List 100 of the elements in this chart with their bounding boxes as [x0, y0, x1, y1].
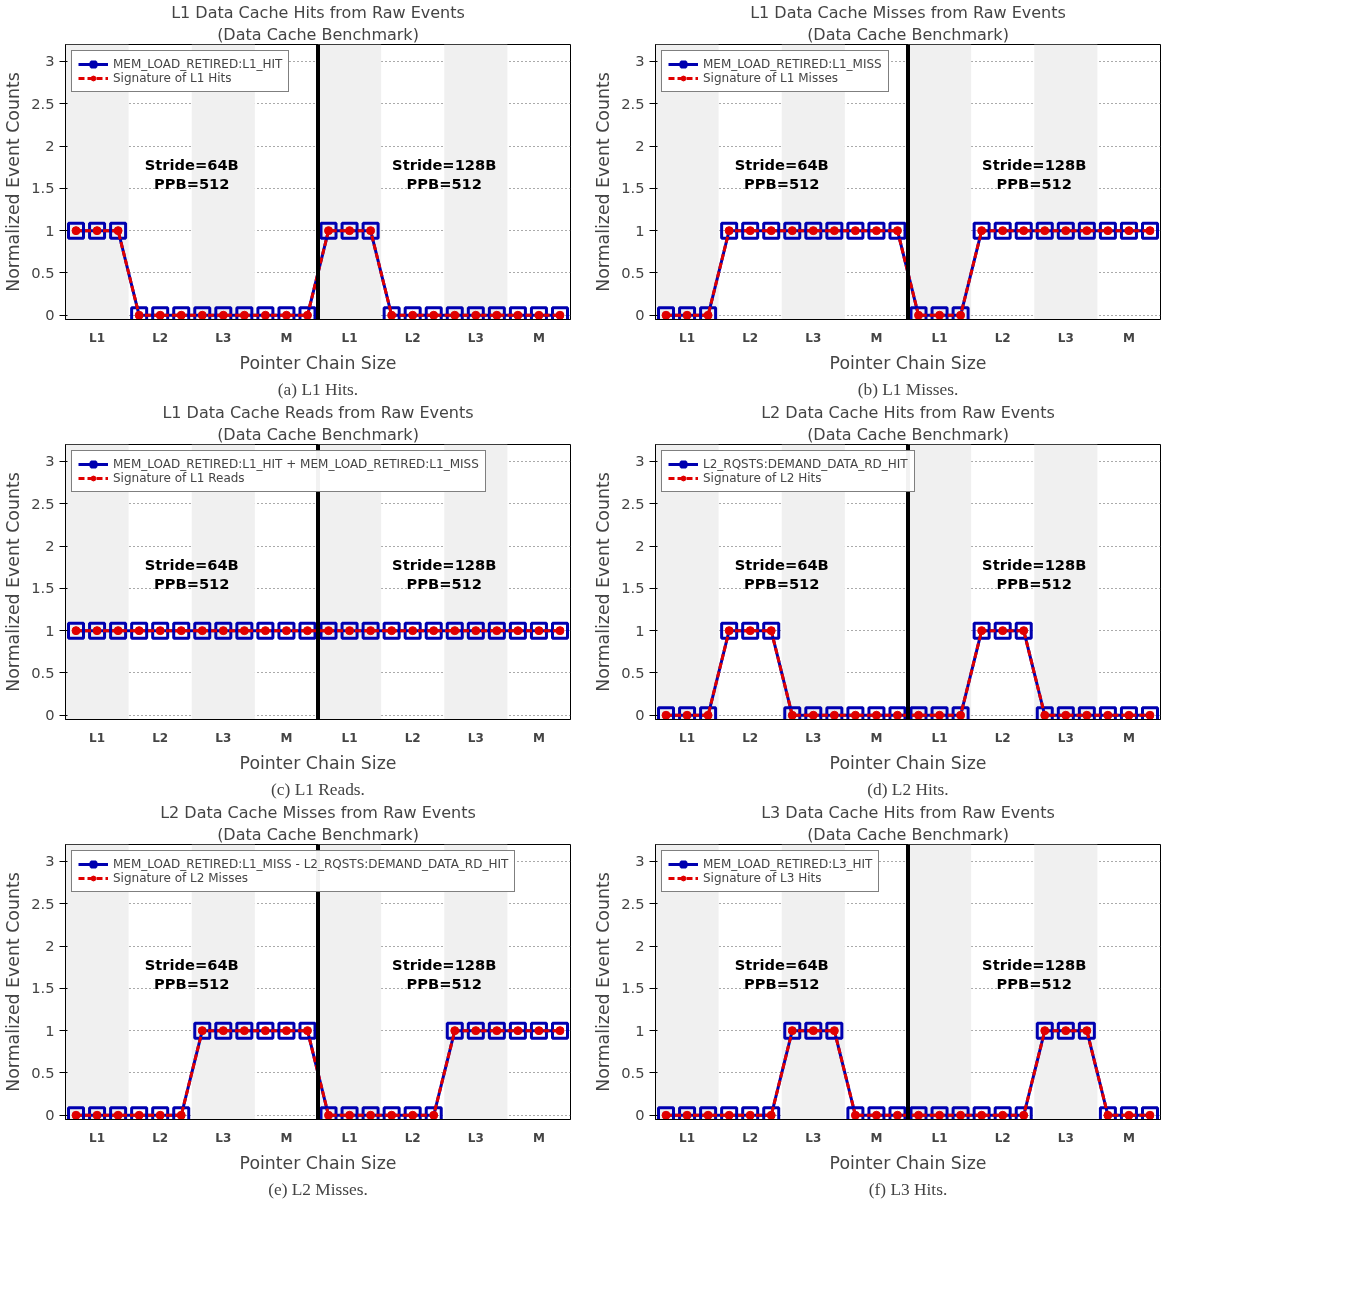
- x-tick-label: L1: [341, 730, 358, 745]
- x-tick-label: L3: [1057, 330, 1074, 345]
- x-tick-label: L3: [805, 330, 822, 345]
- chart-title: L2 Data Cache Misses from Raw Events: [160, 802, 476, 822]
- x-tick-label: M: [532, 1130, 545, 1145]
- x-tick-label: M: [870, 730, 883, 745]
- annotation: Stride=128B PPB=512: [392, 955, 497, 992]
- y-tick-label: 3: [45, 852, 55, 870]
- legend-label: Signature of L1 Misses: [703, 71, 839, 85]
- x-tick-label: L1: [679, 1130, 696, 1145]
- x-tick-label: L3: [215, 730, 232, 745]
- y-axis-title: Normalized Event Counts: [593, 72, 614, 292]
- annotation: Stride=64B PPB=512: [144, 555, 239, 592]
- x-tick-label: L2: [742, 330, 759, 345]
- legend-label: MEM_LOAD_RETIRED:L1_HIT + MEM_LOAD_RETIRED:L1_MISS: [113, 457, 479, 471]
- y-tick-label: 0.5: [621, 1063, 645, 1081]
- annotation: Stride=64B PPB=512: [734, 155, 829, 192]
- y-tick-label: 2.5: [31, 894, 55, 912]
- y-tick-label: 2: [45, 937, 55, 955]
- text: (b) L1 Misses.: [857, 379, 959, 399]
- x-tick-label: M: [870, 330, 883, 345]
- y-axis-title: Normalized Event Counts: [3, 72, 24, 292]
- x-axis-title: Pointer Chain Size: [239, 352, 397, 373]
- annotation: Stride=128B PPB=512: [392, 555, 497, 592]
- text: (c) L1 Reads.: [271, 779, 365, 799]
- y-tick-label: 0.5: [31, 263, 55, 281]
- x-tick-label: M: [280, 330, 293, 345]
- annotation: Stride=64B PPB=512: [144, 155, 239, 192]
- y-tick-label: 1.5: [31, 979, 55, 997]
- chart-subtitle: (Data Cache Benchmark): [807, 24, 1009, 44]
- x-axis-title: Pointer Chain Size: [239, 1152, 397, 1173]
- y-tick-label: 1: [635, 621, 645, 639]
- annotation: Stride=128B PPB=512: [982, 155, 1087, 192]
- legend-label: Signature of L2 Hits: [703, 471, 822, 485]
- legend-label: Signature of L3 Hits: [703, 871, 822, 885]
- annotation: Stride=64B PPB=512: [144, 955, 239, 992]
- x-tick-label: L1: [931, 730, 948, 745]
- y-tick-label: 0.5: [621, 663, 645, 681]
- x-tick-label: M: [280, 730, 293, 745]
- x-tick-label: L1: [89, 1130, 106, 1145]
- x-tick-label: L1: [931, 330, 948, 345]
- chart-subtitle: (Data Cache Benchmark): [807, 424, 1009, 444]
- x-tick-label: M: [1122, 330, 1135, 345]
- y-tick-label: 0: [635, 306, 645, 324]
- y-tick-label: 3: [635, 52, 645, 70]
- annotation: Stride=64B PPB=512: [734, 955, 829, 992]
- chart-subtitle: (Data Cache Benchmark): [217, 824, 419, 844]
- text: (d) L2 Hits.: [867, 779, 949, 799]
- x-tick-label: L2: [404, 1130, 421, 1145]
- legend-label: L2_RQSTS:DEMAND_DATA_RD_HIT: [703, 457, 908, 471]
- x-tick-label: M: [870, 1130, 883, 1145]
- y-tick-label: 1.5: [621, 979, 645, 997]
- legend-label: Signature of L2 Misses: [113, 871, 249, 885]
- x-tick-label: L2: [994, 730, 1011, 745]
- x-tick-label: L3: [467, 330, 484, 345]
- x-tick-label: L1: [89, 330, 106, 345]
- x-tick-label: L1: [679, 730, 696, 745]
- legend-label: MEM_LOAD_RETIRED:L1_MISS - L2_RQSTS:DEMAND_DATA_RD_HIT: [113, 857, 509, 871]
- y-tick-label: 2: [635, 537, 645, 555]
- legend-label: Signature of L1 Hits: [113, 71, 232, 85]
- y-tick-label: 1.5: [31, 579, 55, 597]
- x-tick-label: L2: [152, 330, 169, 345]
- y-tick-label: 3: [45, 52, 55, 70]
- y-tick-label: 1.5: [621, 579, 645, 597]
- y-tick-label: 1: [45, 1021, 55, 1039]
- y-tick-label: 0: [635, 706, 645, 724]
- y-tick-label: 1: [635, 221, 645, 239]
- chart-title: L2 Data Cache Hits from Raw Events: [761, 402, 1055, 422]
- x-tick-label: L3: [467, 730, 484, 745]
- x-axis-title: Pointer Chain Size: [829, 752, 987, 773]
- y-tick-label: 3: [635, 452, 645, 470]
- text: (f) L3 Hits.: [868, 1179, 948, 1199]
- x-tick-label: M: [532, 330, 545, 345]
- x-tick-label: L2: [994, 330, 1011, 345]
- x-tick-label: L2: [152, 730, 169, 745]
- y-tick-label: 2.5: [31, 94, 55, 112]
- y-tick-label: 3: [635, 852, 645, 870]
- x-tick-label: L1: [89, 730, 106, 745]
- x-tick-label: L1: [341, 330, 358, 345]
- x-tick-label: L2: [404, 730, 421, 745]
- x-tick-label: L3: [215, 330, 232, 345]
- y-tick-label: 3: [45, 452, 55, 470]
- y-tick-label: 1.5: [31, 179, 55, 197]
- y-axis-title: Normalized Event Counts: [593, 472, 614, 692]
- y-tick-label: 1: [45, 221, 55, 239]
- y-tick-label: 2.5: [621, 494, 645, 512]
- x-tick-label: L1: [931, 1130, 948, 1145]
- y-axis-title: Normalized Event Counts: [593, 872, 614, 1092]
- y-tick-label: 2: [45, 537, 55, 555]
- chart-title: L1 Data Cache Hits from Raw Events: [171, 2, 465, 22]
- legend-label: MEM_LOAD_RETIRED:L1_HIT: [113, 57, 283, 71]
- chart-title: L3 Data Cache Hits from Raw Events: [761, 802, 1055, 822]
- x-tick-label: M: [1122, 1130, 1135, 1145]
- y-tick-label: 2: [45, 137, 55, 155]
- y-tick-label: 1: [45, 621, 55, 639]
- y-tick-label: 0: [45, 1106, 55, 1124]
- y-tick-label: 2: [635, 137, 645, 155]
- x-axis-title: Pointer Chain Size: [829, 352, 987, 373]
- y-tick-label: 0: [45, 706, 55, 724]
- y-tick-label: 0.5: [31, 663, 55, 681]
